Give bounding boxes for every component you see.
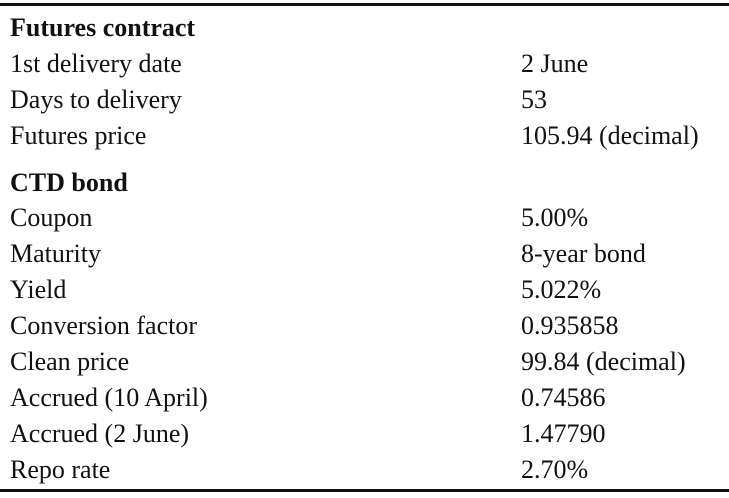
row-value: 5.00% — [521, 203, 589, 232]
section-heading-label: CTD bond — [10, 168, 128, 197]
table-row: Conversion factor 0.935858 — [0, 309, 729, 343]
table-row: Coupon 5.00% — [0, 201, 729, 235]
row-label: 1st delivery date — [10, 49, 182, 78]
row-label: Accrued (2 June) — [10, 419, 190, 448]
table-row: Clean price 99.84 (decimal) — [0, 345, 729, 379]
table-row: Accrued (10 April) 0.74586 — [0, 381, 729, 415]
row-value: 2.70% — [521, 455, 589, 484]
row-label: Repo rate — [10, 455, 111, 484]
table-row: Days to delivery 53 — [0, 83, 729, 117]
table-row: Repo rate 2.70% — [0, 453, 729, 487]
row-label: Accrued (10 April) — [10, 383, 208, 412]
row-label: Days to delivery — [10, 85, 182, 114]
row-value: 99.84 (decimal) — [521, 347, 686, 376]
table-row: Yield 5.022% — [0, 273, 729, 307]
table-row: Futures price 105.94 (decimal) — [0, 119, 729, 153]
section-heading-ctd-bond: CTD bond — [0, 166, 729, 200]
section-heading-label: Futures contract — [10, 13, 196, 42]
row-value: 53 — [521, 85, 547, 114]
row-label: Coupon — [10, 203, 93, 232]
table-top-rule — [0, 3, 729, 6]
row-label: Conversion factor — [10, 311, 198, 340]
row-label: Yield — [10, 275, 67, 304]
section-heading-futures-contract: Futures contract — [0, 11, 729, 45]
row-value: 105.94 (decimal) — [521, 121, 699, 150]
row-value: 5.022% — [521, 275, 602, 304]
row-value: 2 June — [521, 49, 589, 78]
table-row: Accrued (2 June) 1.47790 — [0, 417, 729, 451]
row-label: Clean price — [10, 347, 130, 376]
table-bottom-rule — [0, 489, 729, 492]
row-value: 0.935858 — [521, 311, 619, 340]
table-row: Maturity 8-year bond — [0, 237, 729, 271]
row-value: 8-year bond — [521, 239, 646, 268]
row-value: 0.74586 — [521, 383, 606, 412]
row-value: 1.47790 — [521, 419, 606, 448]
row-label: Futures price — [10, 121, 147, 150]
table-row: 1st delivery date 2 June — [0, 47, 729, 81]
row-label: Maturity — [10, 239, 101, 268]
